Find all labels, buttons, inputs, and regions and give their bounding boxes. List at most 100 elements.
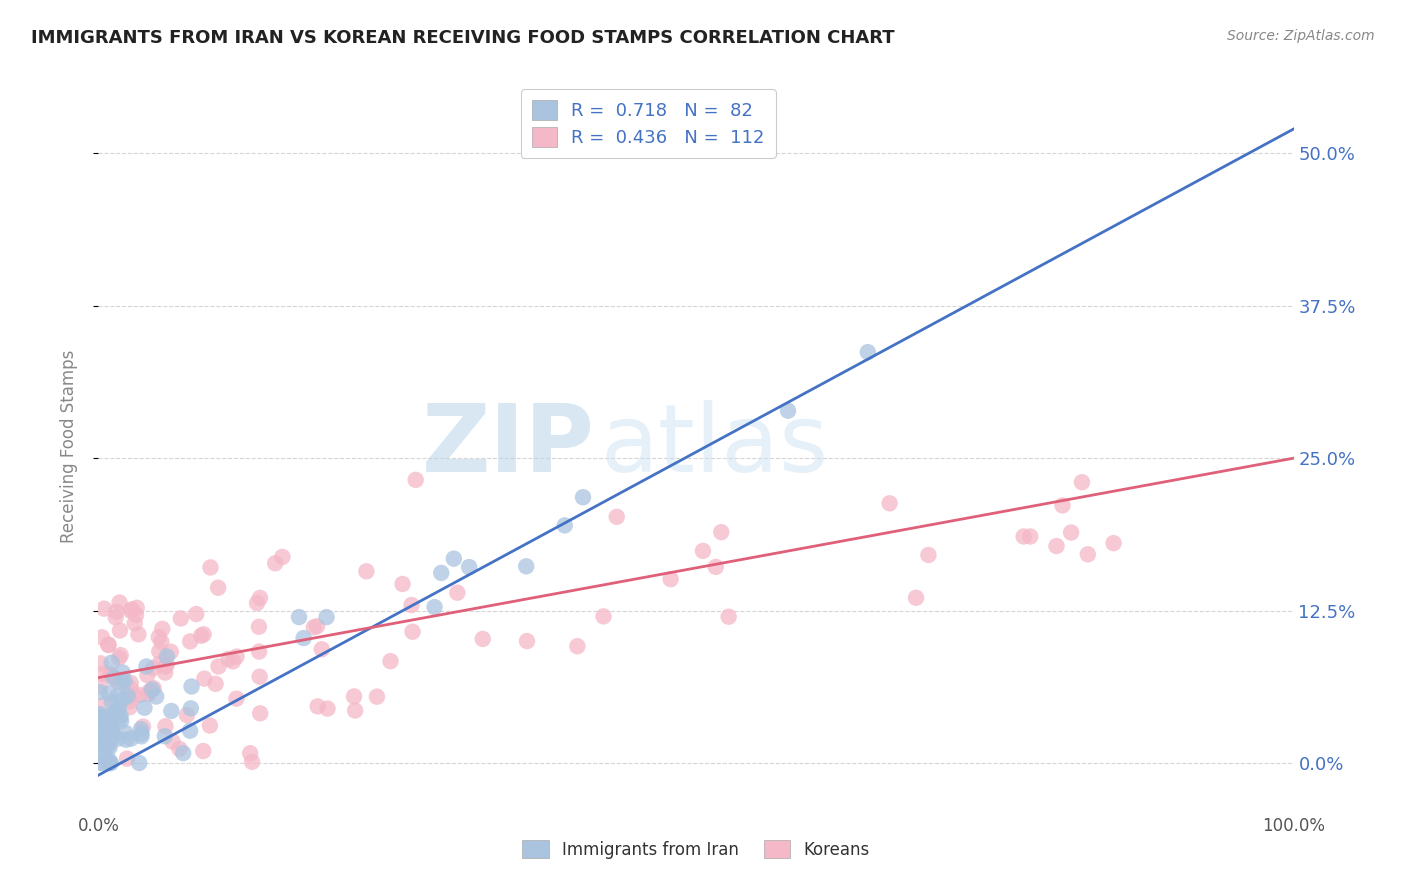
Point xyxy=(554,518,576,533)
Point xyxy=(717,609,740,624)
Point xyxy=(100,656,122,670)
Point xyxy=(458,560,481,574)
Point xyxy=(710,525,733,540)
Point xyxy=(120,604,142,618)
Point xyxy=(156,649,179,664)
Point xyxy=(115,732,138,747)
Point xyxy=(94,723,117,738)
Point xyxy=(89,707,111,722)
Point xyxy=(249,591,271,605)
Point xyxy=(142,681,165,696)
Point xyxy=(271,549,294,564)
Point xyxy=(218,652,240,666)
Point xyxy=(107,675,129,690)
Point xyxy=(239,746,262,760)
Point xyxy=(96,710,118,724)
Point xyxy=(124,616,146,631)
Text: Source: ZipAtlas.com: Source: ZipAtlas.com xyxy=(1227,29,1375,43)
Point xyxy=(704,560,727,574)
Point xyxy=(344,704,367,718)
Point xyxy=(879,496,901,510)
Point xyxy=(141,682,163,697)
Point xyxy=(343,690,366,704)
Point xyxy=(128,756,150,770)
Point xyxy=(97,729,120,743)
Point xyxy=(176,708,198,723)
Point xyxy=(160,704,183,718)
Point xyxy=(96,718,118,732)
Point xyxy=(150,634,173,648)
Point xyxy=(120,681,142,696)
Point xyxy=(91,730,114,744)
Point xyxy=(100,721,122,735)
Point xyxy=(104,610,127,624)
Point xyxy=(132,720,155,734)
Point xyxy=(121,602,143,616)
Point xyxy=(193,627,215,641)
Point xyxy=(97,723,120,737)
Point xyxy=(111,665,134,680)
Point xyxy=(93,734,115,748)
Point xyxy=(356,564,378,578)
Point xyxy=(156,657,179,672)
Point xyxy=(292,631,315,645)
Point xyxy=(153,729,176,743)
Point xyxy=(118,700,141,714)
Point xyxy=(917,548,939,562)
Point xyxy=(91,756,114,770)
Point xyxy=(198,718,221,732)
Point xyxy=(89,756,111,770)
Point xyxy=(114,674,136,689)
Point xyxy=(1077,547,1099,561)
Point xyxy=(98,686,121,700)
Point xyxy=(98,739,121,754)
Point xyxy=(89,708,111,723)
Point xyxy=(423,600,446,615)
Point xyxy=(114,726,136,740)
Point xyxy=(207,659,229,673)
Point xyxy=(96,714,118,729)
Point xyxy=(90,731,112,746)
Point xyxy=(98,756,121,770)
Point xyxy=(101,731,124,745)
Point xyxy=(905,591,928,605)
Point xyxy=(138,687,160,701)
Point xyxy=(117,689,139,703)
Point xyxy=(100,667,122,681)
Point xyxy=(249,706,271,721)
Point xyxy=(145,690,167,704)
Point xyxy=(110,708,132,723)
Point xyxy=(100,756,122,770)
Point xyxy=(225,691,247,706)
Point xyxy=(127,627,149,641)
Y-axis label: Receiving Food Stamps: Receiving Food Stamps xyxy=(59,350,77,542)
Point xyxy=(120,676,142,690)
Point xyxy=(1045,539,1067,553)
Point xyxy=(169,742,191,756)
Point xyxy=(366,690,388,704)
Point xyxy=(108,624,131,638)
Point xyxy=(446,585,468,599)
Point xyxy=(139,684,162,698)
Point xyxy=(305,619,328,633)
Point xyxy=(149,657,172,671)
Point xyxy=(180,680,202,694)
Text: IMMIGRANTS FROM IRAN VS KOREAN RECEIVING FOOD STAMPS CORRELATION CHART: IMMIGRANTS FROM IRAN VS KOREAN RECEIVING… xyxy=(31,29,894,46)
Point xyxy=(110,714,132,728)
Point xyxy=(148,644,170,658)
Point xyxy=(98,734,121,748)
Point xyxy=(180,701,202,715)
Point xyxy=(89,715,111,730)
Point xyxy=(122,689,145,703)
Point xyxy=(131,729,153,743)
Text: atlas: atlas xyxy=(600,400,828,492)
Point xyxy=(288,610,311,624)
Point xyxy=(380,654,402,668)
Point xyxy=(125,600,148,615)
Point xyxy=(170,611,193,625)
Point xyxy=(128,688,150,702)
Point xyxy=(153,665,176,680)
Point xyxy=(96,713,118,727)
Point xyxy=(567,639,589,653)
Point xyxy=(107,701,129,715)
